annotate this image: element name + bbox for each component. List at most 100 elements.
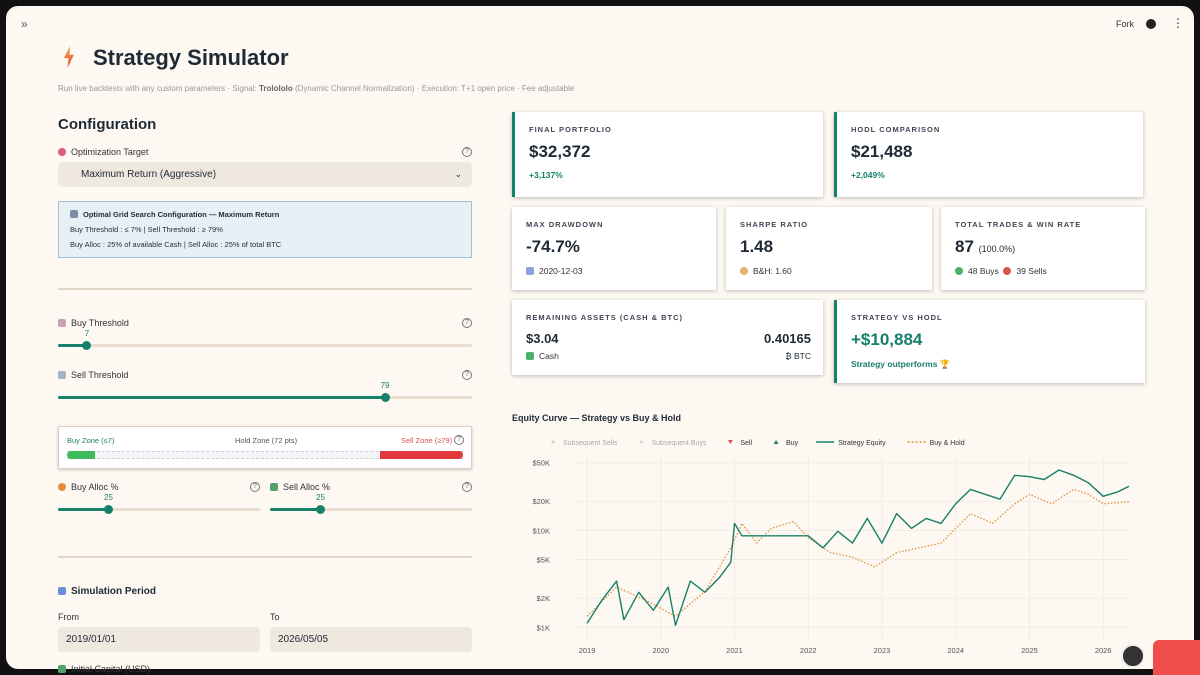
label-text: Sell Threshold [71, 370, 129, 380]
avatar[interactable] [1121, 644, 1145, 668]
label-text: Initial Capital (USD) [71, 664, 151, 674]
legend-marker [727, 440, 733, 444]
legend-label: Buy & Hold [930, 440, 965, 447]
section-title: Configuration [58, 116, 157, 133]
help-icon[interactable]: ? [462, 318, 472, 328]
card-change: +2,049% [851, 170, 885, 180]
x-tick-label: 2026 [1095, 646, 1112, 655]
info-title: Optimal Grid Search Configuration — Maxi… [70, 210, 279, 219]
info-line: Buy Threshold : ≤ 7% | Sell Threshold : … [70, 225, 223, 234]
card-value: -74.7% [526, 237, 580, 256]
streamlit-badge[interactable] [1153, 640, 1200, 675]
y-tick-label: $20K [532, 497, 550, 506]
subtitle-text: Run live backtests with any custom param… [58, 84, 259, 93]
label-text: Buy Alloc % [71, 482, 119, 492]
btc-label: ₿ BTC [785, 351, 811, 361]
info-box: Optimal Grid Search Configuration — Maxi… [58, 201, 472, 258]
slider-fill [58, 508, 109, 511]
sidebar-toggle[interactable]: » [21, 17, 28, 31]
card-label: SHARPE RATIO [740, 220, 809, 229]
help-icon[interactable]: ? [462, 482, 472, 492]
chart-title: Equity Curve — Strategy vs Buy & Hold [512, 413, 681, 423]
metric-card: FINAL PORTFOLIO $32,372 +3,137% [512, 112, 823, 197]
field-label: Sell Threshold [58, 370, 128, 380]
slider-value: 7 [84, 329, 90, 338]
y-tick-label: $2K [537, 594, 550, 603]
slider[interactable]: 25 [270, 493, 472, 514]
win-rate: (100.0%) [978, 244, 1016, 254]
subtitle-text: (Dynamic Channel Normalization) · Execut… [292, 84, 575, 93]
card-sub: 48 Buys 39 Sells [955, 266, 1047, 276]
slider[interactable]: 7 [58, 329, 472, 350]
legend-label: Buy [786, 440, 799, 447]
title-icon [64, 46, 74, 68]
field-label: Initial Capital (USD) [58, 664, 150, 674]
slider-handle [104, 505, 113, 514]
slider[interactable]: 79 [58, 381, 472, 402]
equity-chart: Equity Curve — Strategy vs Buy & Hold $1… [512, 413, 1130, 655]
metric-card: MAX DRAWDOWN -74.7% 2020-12-03 [512, 207, 716, 290]
buy-zone-label: Buy Zone (≤7) [67, 436, 115, 445]
slider-fill [58, 396, 386, 399]
field-label: Buy Alloc % [58, 482, 119, 492]
card-value: +$10,884 [851, 330, 923, 349]
label-text: Buy Threshold [71, 318, 129, 328]
series-line [586, 469, 1130, 626]
card-label: TOTAL TRADES & WIN RATE [955, 220, 1082, 229]
legend-label: Subsequent Buys [651, 440, 706, 447]
card-label: STRATEGY VS HODL [851, 313, 943, 322]
date-input[interactable]: 2026/05/05 [270, 627, 472, 652]
buy-zone [67, 451, 95, 459]
card-sub-text: B&H: 1.60 [753, 266, 792, 276]
divider [58, 556, 472, 558]
slider-handle [380, 393, 390, 402]
divider [58, 288, 472, 290]
slider-value: 25 [104, 493, 113, 502]
x-tick-label: 2022 [800, 646, 817, 655]
card-value: $21,488 [851, 142, 913, 161]
hold-zone-label: Hold Zone (72 pts) [235, 436, 298, 445]
y-tick-label: $10K [532, 526, 550, 535]
card-label: HODL COMPARISON [851, 125, 941, 134]
zone-bar [67, 451, 463, 459]
select[interactable]: Maximum Return (Aggressive) ⌄ [58, 162, 472, 187]
help-icon[interactable]: ? [454, 435, 464, 445]
metric-card: REMAINING ASSETS (CASH & BTC) $3.04 0.40… [512, 300, 823, 375]
label-text: Optimization Target [71, 147, 149, 157]
slider[interactable]: 25 [58, 493, 260, 514]
x-tick-label: 2023 [874, 646, 891, 655]
metric-card: SHARPE RATIO 1.48 B&H: 1.60 [726, 207, 932, 290]
x-tick-label: 2021 [726, 646, 743, 655]
legend-marker [639, 440, 644, 444]
card-change: +3,137% [529, 170, 563, 180]
card-value: 1.48 [740, 237, 774, 256]
series-line [586, 488, 1130, 617]
sell-zone-label: Sell Zone (≥79) [401, 436, 453, 445]
legend-label: Subsequent Sells [563, 440, 618, 447]
field-label: Buy Threshold [58, 318, 129, 328]
card-label: REMAINING ASSETS (CASH & BTC) [526, 313, 684, 322]
card-label: MAX DRAWDOWN [526, 220, 604, 229]
help-icon[interactable]: ? [250, 482, 260, 492]
date-input[interactable]: 2019/01/01 [58, 627, 260, 652]
menu-button[interactable]: ⋮ [1172, 16, 1184, 30]
card-value-text: 87 [955, 237, 974, 256]
x-tick-label: 2019 [579, 646, 596, 655]
card-sub: B&H: 1.60 [740, 266, 792, 276]
zone-box: Buy Zone (≤7) Hold Zone (72 pts) Sell Zo… [58, 426, 472, 469]
card-sub-text: 2020-12-03 [539, 266, 583, 276]
help-icon[interactable]: ? [462, 147, 472, 157]
card-sub: Cash [526, 351, 559, 361]
y-tick-label: $5K [537, 556, 550, 565]
fork-button[interactable]: Fork [1116, 19, 1134, 29]
help-icon[interactable]: ? [462, 370, 472, 380]
metric-card: HODL COMPARISON $21,488 +2,049% [834, 112, 1143, 197]
label-text: Sell Alloc % [283, 482, 331, 492]
legend-marker [551, 440, 555, 444]
card-note: Strategy outperforms 🏆 [851, 359, 951, 369]
slider-value: 79 [380, 381, 390, 390]
section-title: Simulation Period [58, 586, 156, 597]
github-icon[interactable] [1146, 19, 1156, 29]
x-tick-label: 2025 [1021, 646, 1038, 655]
legend-label: Strategy Equity [838, 440, 886, 447]
